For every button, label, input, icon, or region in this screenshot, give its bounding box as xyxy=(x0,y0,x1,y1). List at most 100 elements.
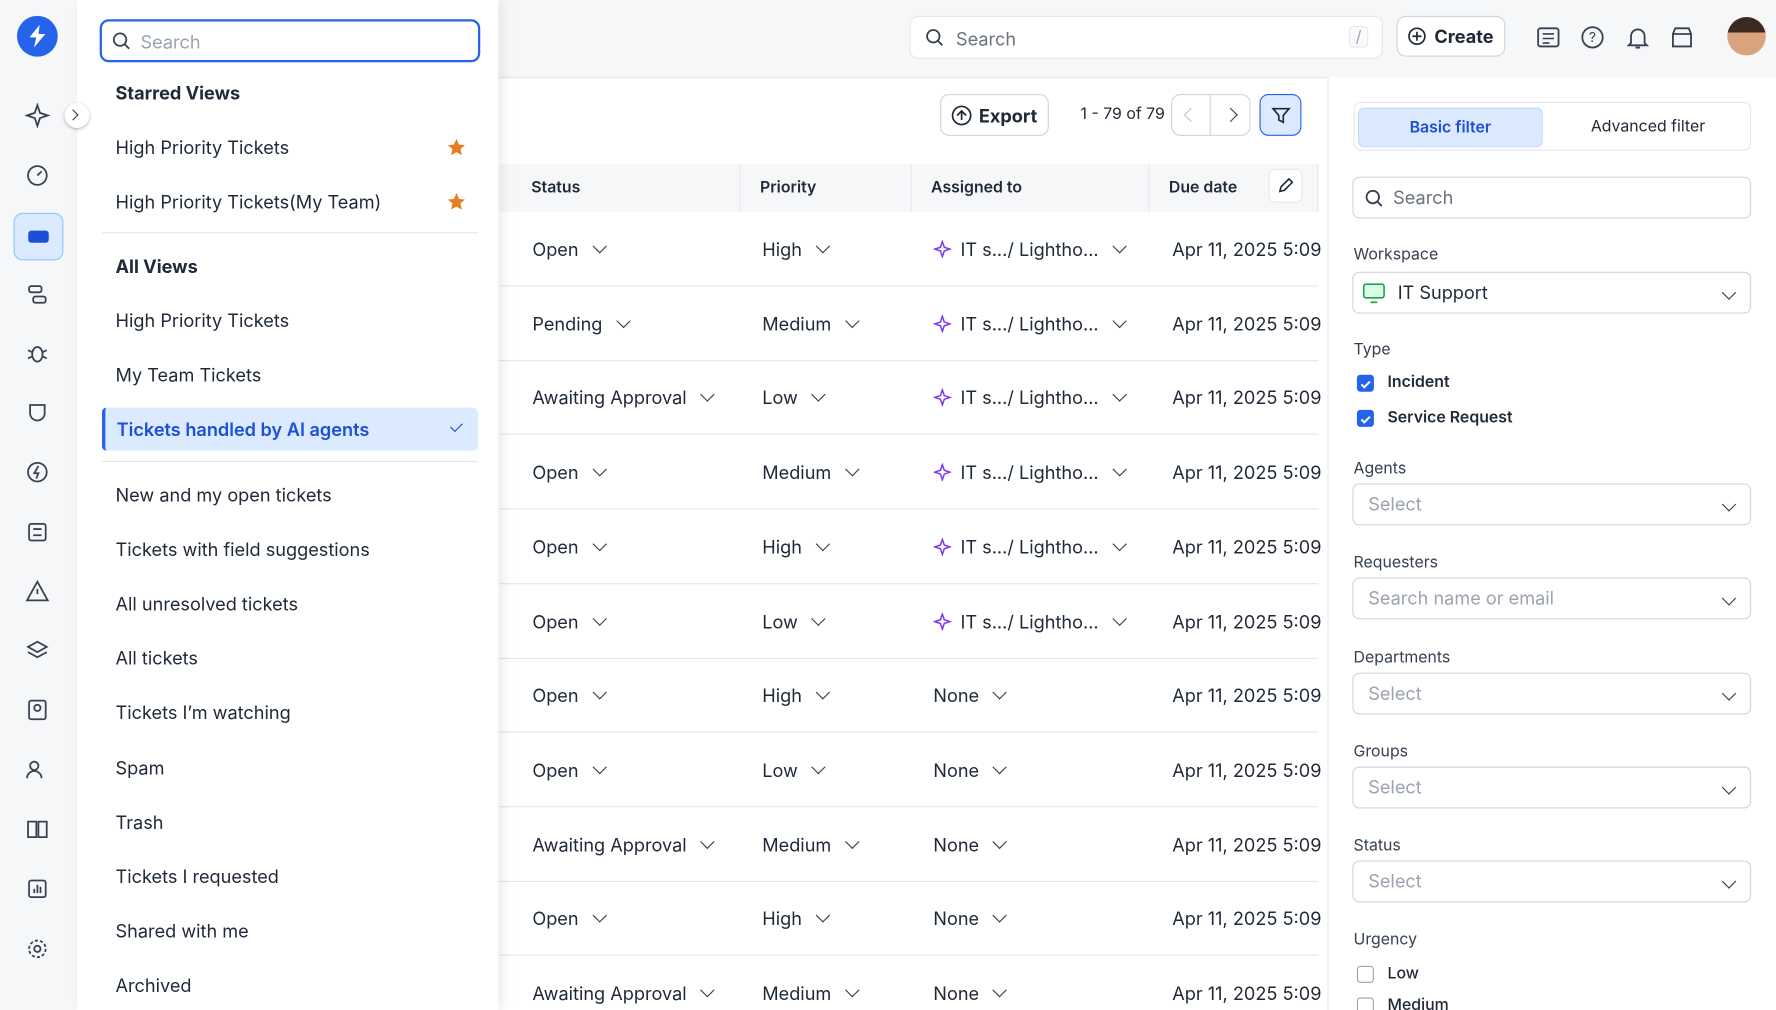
cell[interactable]: High xyxy=(762,684,831,707)
view-item[interactable]: Trash xyxy=(102,800,478,843)
export-button[interactable]: Export xyxy=(940,93,1049,136)
cell[interactable]: Low xyxy=(762,387,827,409)
column-header[interactable]: Priority xyxy=(740,164,912,212)
view-item[interactable]: Tickets I’m watching xyxy=(102,691,478,734)
cell[interactable]: Open xyxy=(532,759,607,781)
dropdown-chevron[interactable] xyxy=(815,908,831,923)
dropdown-chevron[interactable] xyxy=(1112,611,1127,626)
dropdown-chevron[interactable] xyxy=(592,611,607,626)
help-icon[interactable]: ? xyxy=(1580,25,1605,50)
assets-icon[interactable] xyxy=(19,633,55,669)
notifications-icon[interactable] xyxy=(1625,25,1650,50)
dropdown-chevron[interactable] xyxy=(592,536,607,552)
checkbox[interactable] xyxy=(1356,965,1374,983)
cell[interactable]: IT s.../ Lightho... xyxy=(932,535,1127,558)
dropdown-chevron[interactable] xyxy=(845,982,860,998)
dropdown-chevron[interactable] xyxy=(992,908,1008,923)
cell[interactable]: Awaiting Approval xyxy=(532,833,715,856)
dropdown-chevron[interactable] xyxy=(700,387,715,403)
dropdown-chevron[interactable] xyxy=(992,685,1008,700)
dropdown-chevron[interactable] xyxy=(1112,536,1127,552)
cell[interactable]: Open xyxy=(532,907,607,930)
cell[interactable]: Open xyxy=(532,461,607,484)
dropdown-chevron[interactable] xyxy=(700,834,715,849)
filter-tab[interactable]: Basic filter xyxy=(1358,107,1543,148)
ai-icon[interactable] xyxy=(19,97,55,133)
view-item[interactable]: New and my open tickets xyxy=(102,473,478,516)
marketplace-icon[interactable] xyxy=(1670,25,1695,50)
tasks-icon[interactable] xyxy=(19,514,55,550)
dropdown-chevron[interactable] xyxy=(592,759,607,775)
cell[interactable]: Low xyxy=(762,610,827,632)
cell[interactable]: IT s.../ Lightho... xyxy=(932,387,1127,409)
cell[interactable]: None xyxy=(933,907,1008,930)
global-search[interactable]: Search / xyxy=(909,15,1383,59)
view-item[interactable]: High Priority Tickets(My Team) xyxy=(102,180,478,223)
cell[interactable]: Open xyxy=(532,238,607,260)
dropdown-chevron[interactable] xyxy=(811,759,827,775)
dropdown-chevron[interactable] xyxy=(592,908,607,923)
checkbox-checked[interactable] xyxy=(1356,409,1374,427)
contacts-icon[interactable] xyxy=(19,692,55,728)
view-item[interactable]: High Priority Tickets xyxy=(102,126,478,169)
view-item[interactable]: Spam xyxy=(102,746,478,789)
dashboard-icon[interactable] xyxy=(19,157,55,193)
cell[interactable]: IT s.../ Lightho... xyxy=(932,461,1127,484)
contacts-icon[interactable] xyxy=(1536,25,1561,50)
view-item[interactable]: All tickets xyxy=(102,637,478,680)
next-page[interactable] xyxy=(1209,93,1251,136)
select-box[interactable]: Search name or email xyxy=(1352,577,1752,620)
dropdown-chevron[interactable] xyxy=(1112,387,1127,403)
dropdown-chevron[interactable] xyxy=(1112,462,1127,477)
filter-toggle[interactable] xyxy=(1259,93,1302,136)
star-icon[interactable] xyxy=(446,137,466,157)
cell[interactable]: Awaiting Approval xyxy=(532,387,715,409)
cell[interactable]: Pending xyxy=(532,312,631,335)
view-item[interactable]: Shared with me xyxy=(102,909,478,952)
cell[interactable]: Open xyxy=(532,610,607,632)
checkbox[interactable] xyxy=(1356,997,1374,1010)
dropdown-chevron[interactable] xyxy=(845,313,860,328)
cell[interactable]: Open xyxy=(532,535,607,558)
prev-page[interactable] xyxy=(1171,93,1211,136)
reports-icon[interactable] xyxy=(19,871,55,907)
dropdown-chevron[interactable] xyxy=(811,611,827,626)
cell[interactable]: High xyxy=(762,535,831,558)
cell[interactable]: Medium xyxy=(762,833,860,856)
dropdown-chevron[interactable] xyxy=(815,685,831,700)
cell[interactable]: High xyxy=(762,907,831,930)
problems-icon[interactable] xyxy=(19,335,55,371)
cell[interactable]: Medium xyxy=(762,461,860,484)
dropdown-chevron[interactable] xyxy=(815,536,831,552)
dropdown-chevron[interactable] xyxy=(592,239,607,254)
star-icon[interactable] xyxy=(446,191,466,211)
edit-columns[interactable] xyxy=(1268,168,1303,203)
dropdown-chevron[interactable] xyxy=(811,387,827,403)
view-item[interactable]: Tickets I requested xyxy=(102,855,478,898)
view-item[interactable]: Tickets handled by AI agents xyxy=(101,408,478,452)
automation-icon[interactable] xyxy=(19,454,55,490)
dropdown-chevron[interactable] xyxy=(616,313,631,328)
users-icon[interactable] xyxy=(19,752,55,788)
dropdown-chevron[interactable] xyxy=(992,759,1008,775)
dropdown-chevron[interactable] xyxy=(992,834,1008,849)
views-search[interactable]: Search xyxy=(99,19,481,63)
column-header[interactable]: Assigned to xyxy=(911,164,1150,212)
cell[interactable]: Medium xyxy=(762,982,860,1004)
select-box[interactable]: Select xyxy=(1352,860,1752,903)
cell[interactable]: None xyxy=(933,833,1008,856)
dropdown-chevron[interactable] xyxy=(845,462,860,477)
expand-toggle[interactable] xyxy=(64,103,90,128)
dropdown-chevron[interactable] xyxy=(592,685,607,700)
cell[interactable]: None xyxy=(933,982,1008,1004)
cell[interactable]: None xyxy=(933,759,1008,781)
cell[interactable]: IT s.../ Lightho... xyxy=(932,610,1127,632)
dropdown-chevron[interactable] xyxy=(1112,239,1127,254)
cell[interactable]: None xyxy=(933,684,1008,707)
checkbox-checked[interactable] xyxy=(1356,374,1374,392)
view-item[interactable]: All unresolved tickets xyxy=(102,582,478,625)
view-item[interactable]: My Team Tickets xyxy=(102,353,478,396)
create-button[interactable]: Create xyxy=(1396,15,1506,57)
filter-tab[interactable]: Advanced filter xyxy=(1590,116,1706,136)
dropdown-chevron[interactable] xyxy=(845,834,860,849)
